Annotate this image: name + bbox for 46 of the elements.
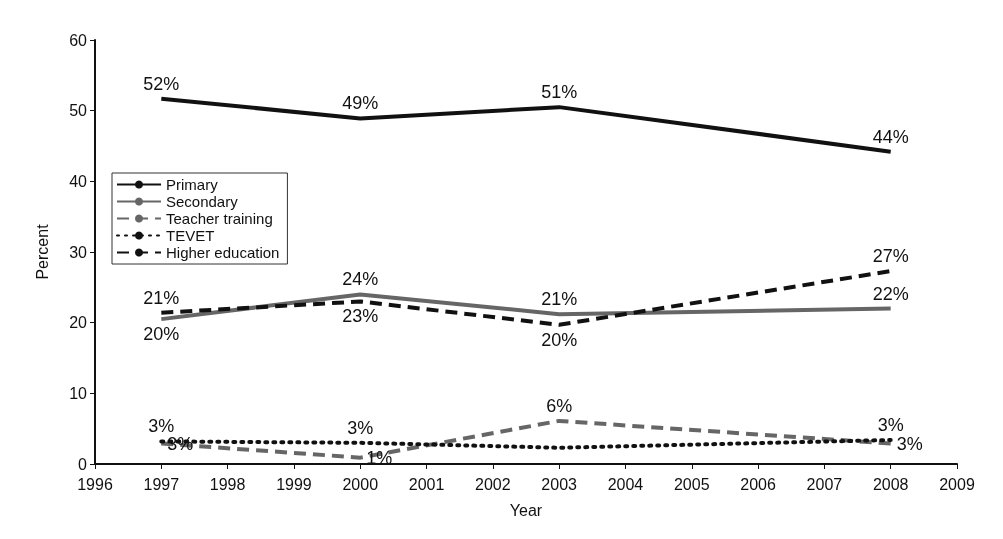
x-tick-label: 2007 (806, 475, 843, 493)
x-tick-label: 2008 (872, 475, 909, 493)
y-tick-label: 20 (69, 314, 88, 332)
legend-label: Secondary (166, 193, 239, 210)
x-tick-label: 2005 (673, 475, 710, 493)
line-series (159, 437, 893, 450)
data-label: 23% (342, 306, 379, 327)
legend-label: Teacher training (166, 210, 273, 227)
data-label: 22% (872, 283, 909, 304)
data-label: 24% (342, 269, 379, 290)
legend-label: Higher education (166, 244, 280, 261)
data-label: 49% (342, 93, 379, 114)
data-label: 44% (872, 126, 909, 147)
x-tick-label: 2000 (342, 475, 379, 493)
x-tick-label: 2002 (475, 475, 511, 493)
y-tick-label: 0 (78, 455, 88, 473)
y-tick-label: 10 (69, 384, 88, 402)
x-tick-label: 2003 (541, 475, 578, 493)
y-tick-label: 30 (69, 243, 88, 261)
data-label: 3% (148, 416, 175, 437)
x-axis-title: Year (509, 501, 543, 519)
x-tick-label: 2009 (939, 475, 975, 493)
x-tick-label: 2004 (607, 475, 644, 493)
data-label: 20% (143, 324, 180, 345)
y-tick-label: 60 (69, 31, 88, 49)
data-label: 52% (143, 73, 180, 94)
y-tick-label: 40 (69, 172, 88, 190)
x-tick-label: 1999 (276, 475, 312, 493)
data-label: 3% (347, 417, 374, 438)
y-axis-title: Percent (33, 223, 51, 280)
data-label: 3% (877, 414, 904, 435)
data-label: 3% (896, 433, 923, 454)
data-label: 21% (143, 287, 180, 308)
data-label: 51% (541, 82, 578, 103)
legend-label: Primary (166, 176, 219, 193)
y-tick-label: 50 (69, 102, 88, 120)
x-tick-label: 2001 (408, 475, 445, 493)
legend-label: TEVET (166, 227, 215, 244)
x-tick-label: 1998 (209, 475, 246, 493)
x-tick-label: 2006 (740, 475, 776, 493)
data-label: 21% (541, 289, 578, 310)
data-label: 6% (546, 395, 573, 416)
x-tick-label: 1997 (143, 475, 180, 493)
data-label: 27% (872, 246, 909, 267)
data-label: 20% (541, 329, 578, 350)
x-tick-label: 1996 (77, 475, 113, 493)
